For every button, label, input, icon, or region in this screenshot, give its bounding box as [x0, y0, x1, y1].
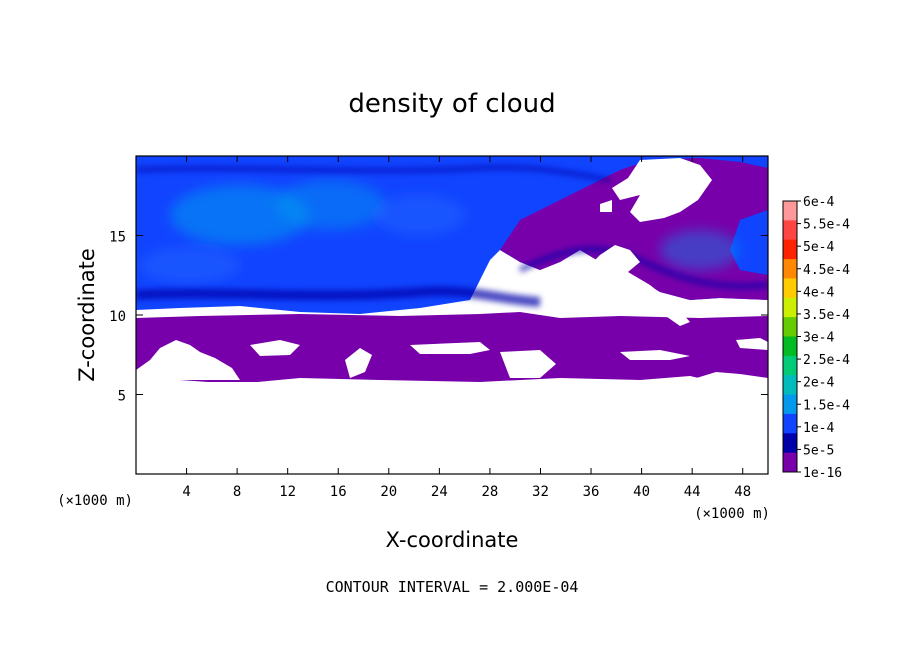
colorbar-label: 3.5e-4: [803, 308, 850, 323]
colorbar-swatch: [783, 375, 797, 396]
colorbar-label: 5e-5: [803, 443, 834, 458]
x-tick-label: 40: [633, 484, 650, 500]
x-tick-label: 48: [734, 484, 751, 500]
colorbar-swatch: [783, 355, 797, 376]
colorbar-swatch: [783, 413, 797, 434]
colorbar-label: 3e-4: [803, 331, 834, 346]
colorbar-label: 1.5e-4: [803, 398, 850, 413]
y-tick-label: 10: [109, 309, 126, 325]
x-tick-label: 8: [233, 484, 241, 500]
colorbar: 6e-4 5.5e-4 5e-4 4.5e-4 4e-4 3.5e-4 3e-4 2.5e-4…: [782, 195, 850, 481]
colorbar-swatch: [783, 433, 797, 454]
x-tick-label: 32: [532, 484, 549, 500]
colorbar-swatch: [783, 239, 797, 260]
x-tick-label: 44: [684, 484, 701, 500]
colorbar-label: 5.5e-4: [803, 218, 850, 233]
x-tick-label: 36: [583, 484, 600, 500]
density-field: [136, 156, 768, 474]
bright-patches: [140, 180, 740, 283]
y-axis-unit: (×1000 m): [57, 493, 133, 509]
colorbar-swatch: [783, 452, 797, 473]
x-tick-label: 12: [279, 484, 296, 500]
colorbar-swatch: [783, 317, 797, 337]
colorbar-swatch: [783, 259, 797, 279]
x-tick-label: 16: [330, 484, 347, 500]
colorbar-label: 4e-4: [803, 285, 834, 300]
chart-title: density of cloud: [348, 89, 555, 119]
y-tick-label: 5: [118, 389, 126, 405]
colorbar-swatch: [783, 297, 797, 318]
colorbar-swatch: [783, 220, 797, 241]
x-tick-label: 4: [182, 484, 190, 500]
colorbar-label: 1e-4: [803, 421, 834, 436]
colorbar-label: 5e-4: [803, 240, 834, 255]
x-axis-unit: (×1000 m): [694, 506, 770, 522]
colorbar-label: 2e-4: [803, 376, 834, 391]
clear-air-holes: [136, 158, 768, 474]
colorbar-swatch: [783, 278, 797, 299]
colorbar-label: 4.5e-4: [803, 263, 850, 278]
contour-interval-note: CONTOUR INTERVAL = 2.000E-04: [326, 578, 579, 596]
colorbar-label: 6e-4: [803, 195, 834, 210]
y-axis: 5 10 15: [109, 230, 768, 405]
x-tick-label: 28: [481, 484, 498, 500]
x-tick-label: 20: [380, 484, 397, 500]
y-axis-label: Z-coordinate: [75, 248, 99, 382]
dark-filaments: [136, 164, 768, 307]
x-axis: 4 8 12 16 20 24 28 32 36 40 44 48: [182, 156, 751, 500]
colorbar-label: 2.5e-4: [803, 353, 850, 368]
colorbar-label: 1e-16: [803, 466, 842, 481]
colorbar-swatch: [783, 336, 797, 357]
colorbar-swatch: [783, 201, 797, 221]
colorbar-swatch: [783, 394, 797, 415]
x-axis-label: X-coordinate: [386, 528, 519, 552]
x-tick-label: 24: [431, 484, 448, 500]
y-tick-label: 15: [109, 230, 126, 246]
